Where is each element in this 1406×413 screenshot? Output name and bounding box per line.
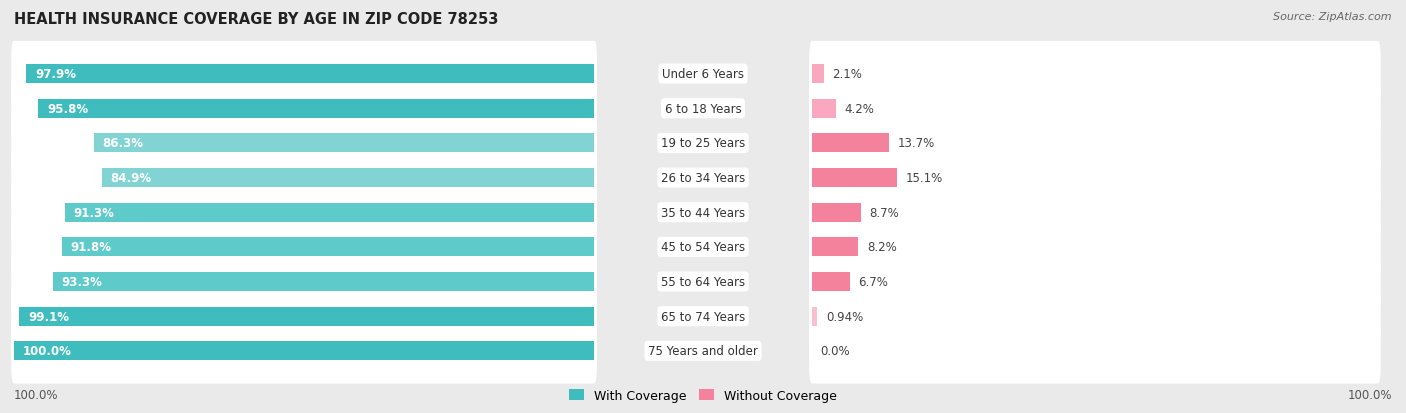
FancyBboxPatch shape <box>11 145 598 211</box>
Text: HEALTH INSURANCE COVERAGE BY AGE IN ZIP CODE 78253: HEALTH INSURANCE COVERAGE BY AGE IN ZIP … <box>14 12 499 27</box>
Bar <box>101 169 595 188</box>
Bar <box>813 169 897 188</box>
Text: 15.1%: 15.1% <box>905 172 943 185</box>
Text: 100.0%: 100.0% <box>1347 388 1392 401</box>
Text: 45 to 54 Years: 45 to 54 Years <box>661 241 745 254</box>
FancyBboxPatch shape <box>11 318 598 384</box>
Text: 0.94%: 0.94% <box>825 310 863 323</box>
Text: 19 to 25 Years: 19 to 25 Years <box>661 137 745 150</box>
Bar <box>38 100 593 119</box>
Text: 26 to 34 Years: 26 to 34 Years <box>661 172 745 185</box>
Text: 84.9%: 84.9% <box>110 172 152 185</box>
Text: 97.9%: 97.9% <box>35 68 76 81</box>
Text: 86.3%: 86.3% <box>103 137 143 150</box>
FancyBboxPatch shape <box>11 42 598 107</box>
Text: 91.3%: 91.3% <box>73 206 114 219</box>
Text: 93.3%: 93.3% <box>62 275 103 288</box>
Bar <box>813 65 824 84</box>
Text: 75 Years and older: 75 Years and older <box>648 344 758 357</box>
FancyBboxPatch shape <box>11 180 598 245</box>
Bar <box>813 134 890 153</box>
FancyBboxPatch shape <box>11 284 598 349</box>
Text: 6.7%: 6.7% <box>859 275 889 288</box>
Text: Source: ZipAtlas.com: Source: ZipAtlas.com <box>1274 12 1392 22</box>
FancyBboxPatch shape <box>808 215 1381 280</box>
Text: 8.2%: 8.2% <box>868 241 897 254</box>
Text: 6 to 18 Years: 6 to 18 Years <box>665 102 741 116</box>
Text: 99.1%: 99.1% <box>28 310 69 323</box>
FancyBboxPatch shape <box>808 111 1381 176</box>
Bar <box>53 272 593 291</box>
FancyBboxPatch shape <box>808 249 1381 314</box>
Bar <box>27 65 595 84</box>
Bar <box>813 238 859 257</box>
Bar <box>813 203 862 222</box>
Text: 91.8%: 91.8% <box>70 241 111 254</box>
FancyBboxPatch shape <box>808 284 1381 349</box>
FancyBboxPatch shape <box>808 42 1381 107</box>
Text: 100.0%: 100.0% <box>14 388 59 401</box>
Text: 100.0%: 100.0% <box>22 344 72 357</box>
Bar <box>813 272 849 291</box>
FancyBboxPatch shape <box>808 145 1381 211</box>
Bar <box>813 100 835 119</box>
Text: 8.7%: 8.7% <box>870 206 900 219</box>
FancyBboxPatch shape <box>808 180 1381 245</box>
Text: Under 6 Years: Under 6 Years <box>662 68 744 81</box>
Text: 95.8%: 95.8% <box>48 102 89 116</box>
FancyBboxPatch shape <box>808 318 1381 384</box>
Bar <box>62 238 595 257</box>
Bar <box>813 307 817 326</box>
Text: 13.7%: 13.7% <box>898 137 935 150</box>
FancyBboxPatch shape <box>11 76 598 142</box>
Bar <box>94 134 595 153</box>
FancyBboxPatch shape <box>11 111 598 176</box>
FancyBboxPatch shape <box>808 76 1381 142</box>
Text: 2.1%: 2.1% <box>832 68 862 81</box>
Text: 4.2%: 4.2% <box>844 102 875 116</box>
Text: 55 to 64 Years: 55 to 64 Years <box>661 275 745 288</box>
Text: 0.0%: 0.0% <box>821 344 851 357</box>
Bar <box>14 342 593 361</box>
Text: 65 to 74 Years: 65 to 74 Years <box>661 310 745 323</box>
FancyBboxPatch shape <box>11 215 598 280</box>
Legend: With Coverage, Without Coverage: With Coverage, Without Coverage <box>564 384 842 407</box>
Text: 35 to 44 Years: 35 to 44 Years <box>661 206 745 219</box>
Bar <box>65 203 595 222</box>
Bar <box>20 307 595 326</box>
FancyBboxPatch shape <box>11 249 598 314</box>
